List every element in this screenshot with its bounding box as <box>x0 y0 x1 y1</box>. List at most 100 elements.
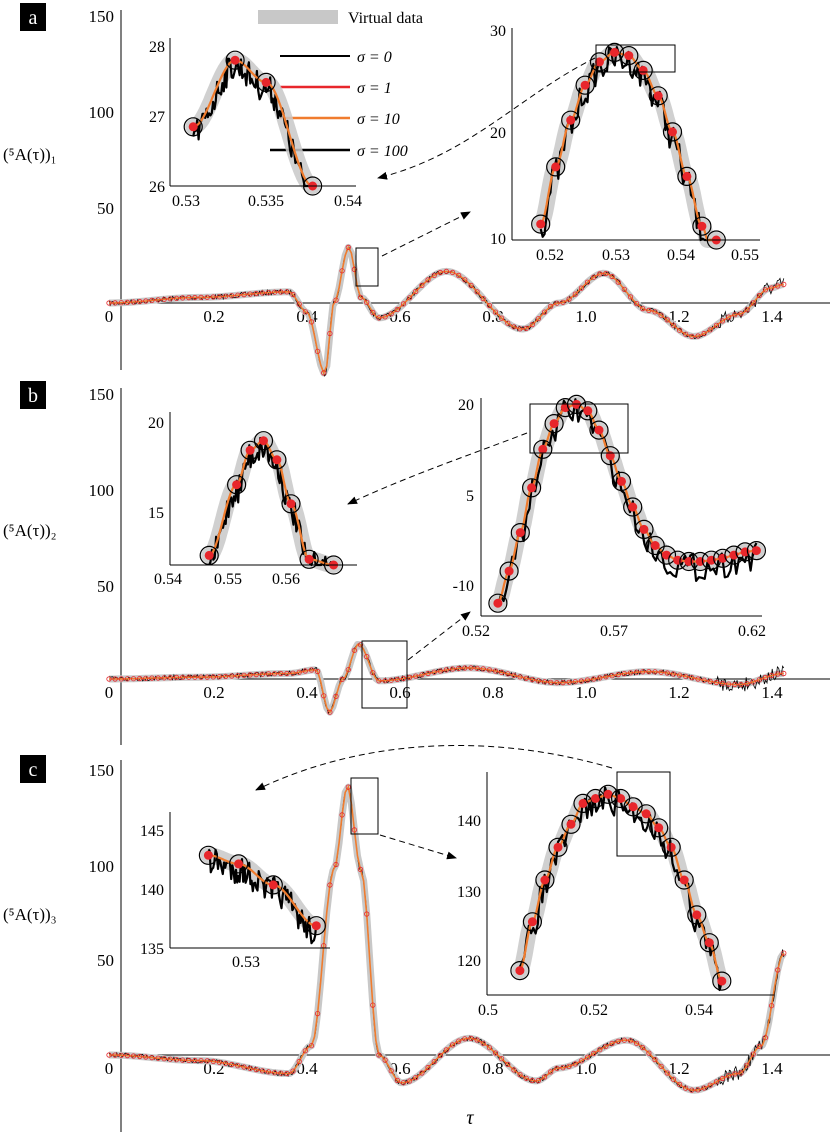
y-tick-label: 20 <box>490 125 506 142</box>
y-tick-label: -10 <box>453 578 474 595</box>
sigma-1-marker <box>554 680 560 686</box>
sigma-1-marker <box>683 331 689 337</box>
sigma-0-marker <box>199 545 219 566</box>
sigma-1-marker <box>670 322 677 328</box>
sigma-0-marker <box>674 870 694 890</box>
sigma-1-marker <box>155 1055 161 1061</box>
sigma-1-marker <box>523 325 529 331</box>
sigma-1-marker <box>216 674 222 680</box>
sigma-1-marker <box>781 670 787 677</box>
sigma-1-marker <box>223 673 229 680</box>
sigma-1-marker <box>732 681 738 688</box>
sigma-1-marker <box>265 289 272 296</box>
sigma-1-point <box>538 444 548 454</box>
sigma-1-marker <box>357 642 364 648</box>
sigma-1-marker <box>621 286 627 292</box>
x-tick-label: 0.2 <box>203 683 224 702</box>
sigma-0-marker <box>488 593 508 613</box>
x-tick-label: 1.2 <box>668 683 689 702</box>
x-tick-label: 0.53 <box>232 954 260 971</box>
sigma-1-point <box>551 162 561 172</box>
sigma-1-marker <box>664 317 670 323</box>
sigma-1-marker <box>492 309 499 315</box>
x-tick-label: 0.53 <box>172 193 200 210</box>
sigma-1-point <box>641 809 651 819</box>
sigma-1-marker <box>676 327 683 333</box>
sigma-1-marker <box>603 674 609 680</box>
virtual-data-band <box>185 52 321 194</box>
sigma-1-marker <box>198 1058 204 1064</box>
y-tick-label: 120 <box>457 953 481 970</box>
sigma-1-marker <box>449 269 456 275</box>
sigma-0-marker <box>600 446 620 466</box>
sigma-1-marker <box>640 1045 646 1051</box>
virtual-data-band <box>108 641 785 716</box>
x-tick-label: 1.0 <box>575 307 596 326</box>
sigma-1-marker <box>321 693 327 699</box>
x-tick-label: 0.54 <box>334 193 362 210</box>
panel-a-x-ticks: 0 0.2 0.4 0.6 0.8 1.0 1.2 1.4 <box>105 307 783 326</box>
x-tick-label: 0.54 <box>667 247 695 264</box>
sigma-1-marker <box>437 668 443 674</box>
sigma-0-marker <box>267 450 287 470</box>
y-tick-label: 135 <box>140 941 164 958</box>
sigma-1-marker <box>130 1053 137 1059</box>
sigma-1-marker <box>566 679 572 685</box>
sigma-1-marker <box>400 301 407 307</box>
sigma-1-marker <box>216 1059 222 1065</box>
sigma-1-marker <box>198 674 204 680</box>
sigma-100-trace <box>192 57 313 188</box>
sigma-0-marker <box>510 960 530 981</box>
sigma-0-marker <box>633 60 653 81</box>
sigma-1-marker <box>578 1058 585 1064</box>
panel-c-main-plot <box>106 783 787 1094</box>
sigma-0-marker <box>649 818 669 838</box>
sigma-1-marker <box>492 1050 499 1056</box>
x-tick-label: 0.4 <box>296 683 318 702</box>
sigma-1-marker <box>112 300 118 306</box>
sigma-1-marker <box>357 294 364 300</box>
x-tick-label: 0.6 <box>389 683 410 702</box>
x-tick-label: 0.62 <box>738 623 766 640</box>
sigma-1-point <box>527 483 537 493</box>
sigma-1-point <box>527 917 537 927</box>
y-tick-label: 140 <box>140 882 164 899</box>
sigma-1-marker <box>750 679 756 685</box>
sigma-1-marker <box>756 292 762 299</box>
sigma-1-marker <box>370 670 376 676</box>
sigma-1-point <box>311 921 321 931</box>
x-tick-label: 0 <box>105 683 114 702</box>
sigma-1-point <box>682 171 692 181</box>
sigma-1-marker <box>443 268 449 274</box>
sigma-1-marker <box>689 333 695 339</box>
sigma-1-marker <box>370 309 376 315</box>
panel-b: b 150 100 50 0 0.2 0.4 0.6 0.8 1.0 1.2 1… <box>3 381 830 745</box>
sigma-1-point <box>628 802 638 812</box>
sigma-1-point <box>232 480 242 490</box>
sigma-1-marker <box>106 300 112 306</box>
sigma-1-marker <box>676 672 683 678</box>
sigma-1-marker <box>333 861 339 868</box>
sigma-1-marker <box>235 292 241 298</box>
sigma-1-marker <box>413 1075 419 1081</box>
sigma-1-marker <box>339 268 345 274</box>
sigma-0-marker <box>589 420 609 440</box>
sigma-1-marker <box>468 665 474 671</box>
sigma-1-marker <box>541 679 548 685</box>
sigma-1-marker <box>241 1064 247 1070</box>
x-tick-label: 0.57 <box>600 623 628 640</box>
sigma-1-marker <box>124 676 131 682</box>
panel-b-label-box <box>20 381 46 409</box>
sigma-1-marker <box>652 669 658 675</box>
sigma-1-marker <box>462 277 468 283</box>
sigma-1-marker <box>713 322 720 328</box>
x-tick-label: 0 <box>105 1059 114 1078</box>
sigma-0-marker <box>183 117 203 137</box>
sigma-1-marker <box>738 681 744 688</box>
sigma-1-marker <box>167 1056 173 1062</box>
sigma-1-point <box>188 122 198 132</box>
sigma-1-marker <box>247 1065 253 1072</box>
sigma-1-point <box>203 850 213 860</box>
sigma-1-marker <box>143 675 149 681</box>
